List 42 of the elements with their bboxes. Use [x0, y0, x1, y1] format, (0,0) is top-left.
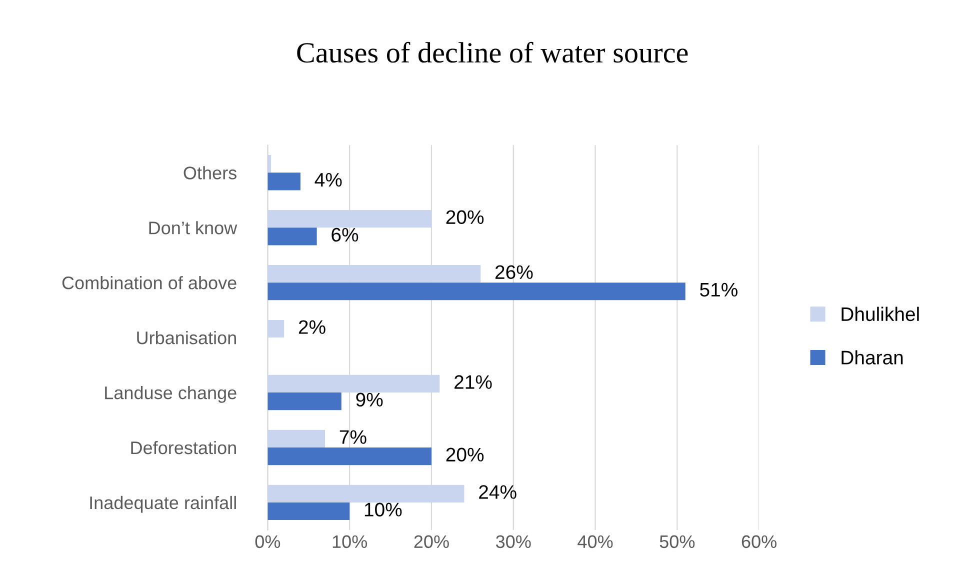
x-tick-label: 20% [414, 535, 449, 548]
y-tick-label: Landuse change [105, 386, 236, 403]
y-tick-label: Combination of above [62, 276, 236, 290]
bar [268, 282, 686, 300]
bar [268, 320, 284, 338]
data-label: 26% [495, 265, 533, 280]
y-tick-label: Urbanisation [137, 331, 236, 344]
x-tick-label: 40% [578, 535, 613, 548]
x-tick-label: 10% [332, 535, 368, 548]
y-tick-label: Deforestation [131, 440, 236, 454]
legend-label: Dharan [842, 350, 903, 364]
legend-label: Dhulikhel [842, 306, 919, 322]
bar [268, 265, 481, 283]
data-label: 10% [364, 502, 402, 516]
x-tick-label: 50% [660, 535, 695, 548]
bar [268, 210, 432, 228]
data-label: 9% [356, 392, 383, 407]
x-tick-label: 60% [742, 535, 776, 548]
data-label: 21% [454, 375, 492, 389]
data-label: 2% [298, 320, 326, 334]
data-label: 20% [446, 448, 484, 462]
data-label: 6% [332, 228, 358, 242]
data-label: 7% [340, 430, 366, 444]
bar [268, 155, 271, 173]
data-label: 20% [446, 210, 484, 224]
y-tick-label: Others [184, 166, 236, 180]
x-tick-label: 0% [255, 535, 280, 548]
y-tick-label: Don’t know [149, 221, 238, 234]
x-tick-label: 30% [496, 535, 531, 548]
bar [268, 447, 432, 466]
bar [268, 430, 326, 448]
data-label: 24% [479, 485, 516, 499]
bar [268, 374, 440, 393]
bar [268, 228, 317, 246]
bar [268, 502, 350, 520]
bar [268, 172, 300, 190]
y-tick-label: Inadequate rainfall [90, 496, 236, 513]
data-label: 4% [314, 172, 342, 187]
chart-title: Causes of decline of water source [297, 42, 688, 63]
data-label: 51% [700, 282, 738, 297]
bar [268, 392, 342, 410]
bar [268, 484, 464, 502]
